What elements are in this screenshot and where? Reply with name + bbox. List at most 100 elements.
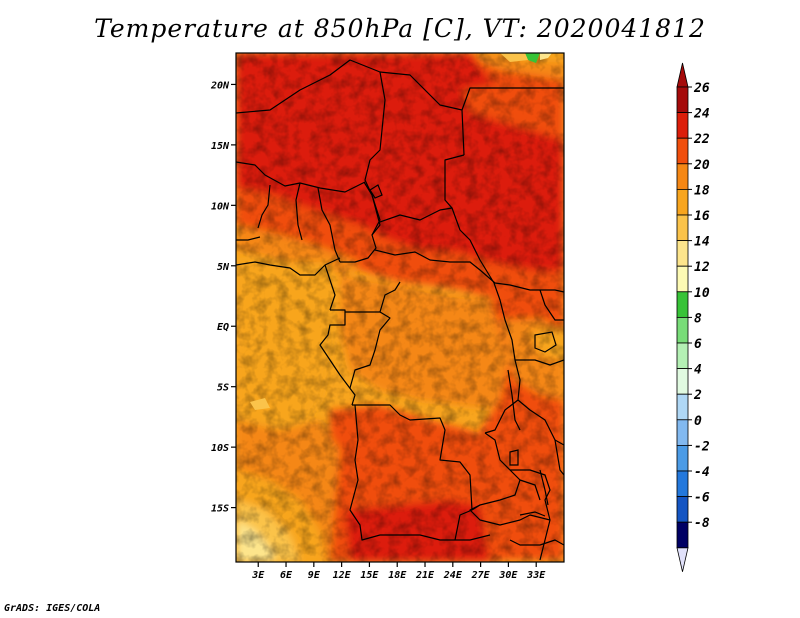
colorbar-label: 8 xyxy=(694,311,702,326)
colorbar-segment xyxy=(676,496,689,523)
border-line xyxy=(469,504,551,526)
colorbar-label: 18 xyxy=(694,183,710,198)
lon-tick-label: 12E xyxy=(333,570,352,581)
lon-tick-label: 30E xyxy=(498,570,518,581)
border-line xyxy=(236,236,261,241)
lat-tick-label: 5S xyxy=(217,383,229,394)
colorbar-arrow-top xyxy=(676,62,689,88)
border-line xyxy=(554,439,564,476)
lon-tick-label: 33E xyxy=(526,570,546,581)
colorbar-segment xyxy=(676,419,689,446)
colorbar-label: 4 xyxy=(694,363,702,378)
lake-malawi xyxy=(539,469,549,506)
lat-tick-label: 10N xyxy=(211,201,230,212)
border-line xyxy=(364,71,386,236)
border-line xyxy=(295,182,303,241)
colorbar-label: -6 xyxy=(694,491,710,506)
colorbar-segment xyxy=(676,163,689,190)
border-line xyxy=(444,154,465,209)
field-band-12-ne-patch xyxy=(525,53,540,63)
lake-victoria xyxy=(534,331,557,353)
lon-tick-label: 6E xyxy=(280,570,293,581)
colorbar-label: -2 xyxy=(694,439,710,454)
field-band-14-ne-patch xyxy=(540,53,552,60)
field-texture xyxy=(236,53,564,562)
colorbar-label: -4 xyxy=(694,465,710,480)
lon-tick-label: 27E xyxy=(471,570,491,581)
lake-mweru xyxy=(509,449,519,466)
lon-tick-label: 18E xyxy=(388,570,407,581)
colorbar-segment xyxy=(676,137,689,165)
lakes xyxy=(369,184,557,517)
colorbar-label: 20 xyxy=(693,158,710,173)
colorbar-segment xyxy=(676,188,689,216)
colorbar-label: 10 xyxy=(694,286,710,301)
lat-tick-label: 20N xyxy=(210,80,230,91)
colorbar-label: 24 xyxy=(693,107,710,122)
plot-frame xyxy=(235,52,565,563)
border-line xyxy=(510,469,551,561)
border-line xyxy=(324,264,336,311)
border-line xyxy=(461,87,564,111)
border-line xyxy=(509,539,564,546)
colorbar-segment xyxy=(676,240,689,267)
colorbar-segment xyxy=(676,470,689,498)
lat-tick-label: 10S xyxy=(211,443,229,454)
lon-tick-label: 3E xyxy=(251,570,265,581)
colorbar-segment xyxy=(676,444,689,472)
lat-tick-label: 15N xyxy=(211,141,230,152)
border-line xyxy=(379,281,401,313)
colorbar-arrow-bottom xyxy=(676,547,689,572)
colorbar-segment xyxy=(676,112,689,139)
colorbar-segment xyxy=(676,214,689,242)
border-line xyxy=(454,509,473,541)
lon-tick-label: 21E xyxy=(415,570,435,581)
colorbar-segment xyxy=(676,368,689,395)
lake-chad xyxy=(369,184,383,199)
chart-title: Temperature at 850hPa [C], VT: 202004181… xyxy=(94,14,706,43)
temperature-field xyxy=(236,53,564,562)
border-line xyxy=(515,359,564,366)
border-line xyxy=(236,257,341,276)
field-band-16-ne-patch xyxy=(500,53,528,62)
lon-axis: 3E 6E 9E 12E 15E 18E 21E 24E 27E 30E 33E xyxy=(251,562,546,581)
border-line xyxy=(539,289,564,321)
lon-tick-label: 15E xyxy=(360,570,379,581)
colorbar-segment xyxy=(676,342,689,370)
border-line xyxy=(349,404,491,541)
colorbar-segment xyxy=(676,265,689,293)
colorbar-label: 14 xyxy=(694,235,710,250)
country-borders xyxy=(236,59,564,561)
lat-tick-label: EQ xyxy=(217,322,229,333)
border-line xyxy=(317,187,341,263)
border-line xyxy=(517,399,564,446)
colorbar-label: 16 xyxy=(694,209,710,224)
colorbar-segment xyxy=(676,291,689,318)
border-line xyxy=(236,161,366,193)
colorbar-label: 2 xyxy=(693,388,702,403)
colorbar-label: 0 xyxy=(694,414,702,429)
colorbar-segment xyxy=(676,521,689,549)
colorbar-label: -8 xyxy=(694,516,710,531)
grads-credit: GrADS: IGES/COLA xyxy=(4,603,101,614)
lat-tick-label: 15S xyxy=(211,504,229,515)
border-line xyxy=(484,282,521,434)
border-line xyxy=(257,184,271,229)
lon-tick-label: 24E xyxy=(443,570,463,581)
colorbar-segment xyxy=(676,86,689,114)
lat-axis: 20N 15N 10N 5N EQ 5S 10S 15S xyxy=(210,80,236,515)
lat-tick-label: 5N xyxy=(217,262,230,273)
border-line xyxy=(319,309,356,406)
lake-kariba xyxy=(519,511,546,517)
colorbar-label: 22 xyxy=(693,132,710,147)
colorbar-label: 6 xyxy=(694,337,702,352)
colorbar-label: 26 xyxy=(693,81,710,96)
border-line xyxy=(340,181,381,263)
lon-tick-label: 9E xyxy=(308,570,321,581)
lake-tanganyika xyxy=(507,369,521,431)
colorbar-label: 12 xyxy=(694,260,710,275)
colorbar-segment xyxy=(676,393,689,421)
field-band-16-coast-patch xyxy=(250,398,270,410)
